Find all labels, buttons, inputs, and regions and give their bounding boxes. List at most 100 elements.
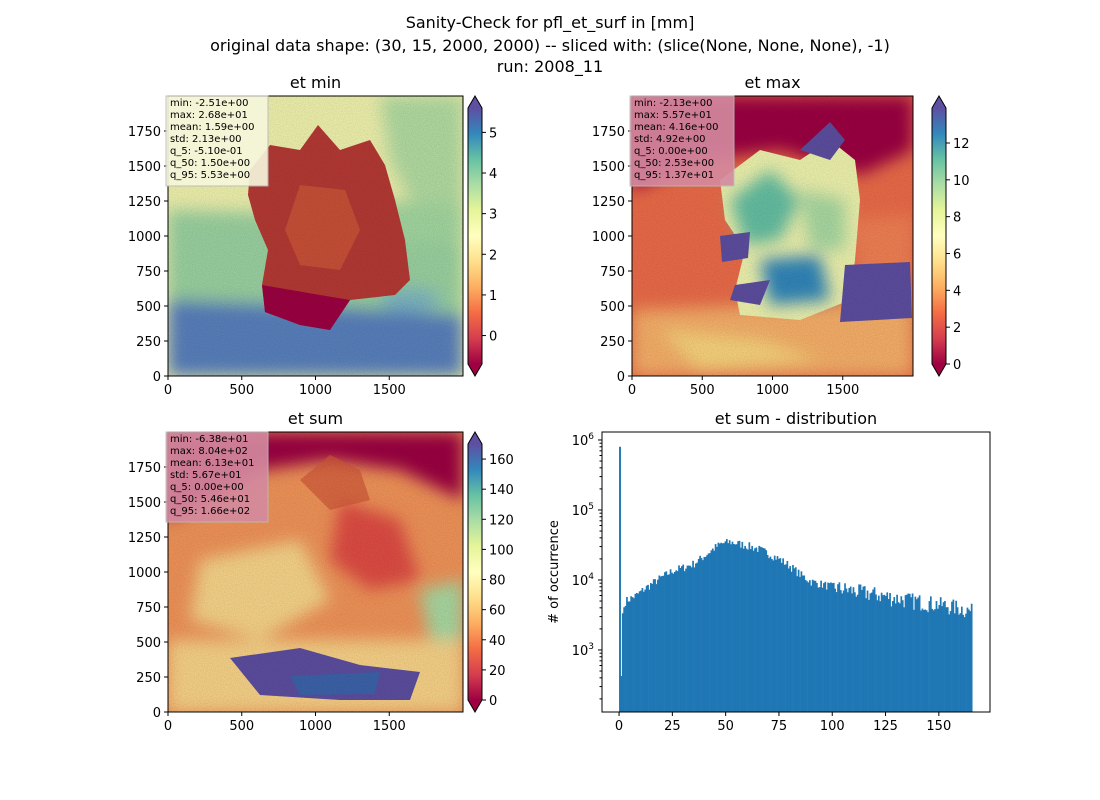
colorbar-tick-label: 2: [953, 321, 961, 336]
histogram-bar: [789, 566, 792, 712]
stats-line: mean: 4.16e+00: [634, 122, 718, 133]
y-tick-label: 1500: [128, 160, 161, 175]
histogram-bar: [873, 587, 876, 712]
histogram-bar: [915, 599, 918, 712]
histogram-bar: [661, 576, 663, 712]
histogram-bar: [832, 582, 835, 712]
histogram-bar: [937, 608, 939, 712]
x-tick-label: 1500: [373, 719, 406, 734]
histogram-bar: [890, 606, 893, 712]
stats-box-et-sum: min: -6.38e+01 max: 8.04e+02 mean: 6.13e…: [165, 431, 269, 523]
x-tick-label: 150: [926, 719, 951, 734]
panel-title-distribution: et sum - distribution: [715, 409, 877, 428]
histogram-bar: [852, 587, 855, 712]
histogram-axes: 0 25 50 75 100 125 150 103 104 105 106: [572, 431, 991, 734]
histogram-bar: [658, 575, 661, 712]
y-tick-label: 1250: [128, 195, 161, 210]
histogram-bar: [958, 614, 960, 712]
histogram-bar: [666, 574, 669, 712]
histogram-bar: [908, 593, 911, 712]
histogram-bar: [863, 586, 866, 712]
histogram-bar: [685, 568, 687, 712]
histogram-bar: [776, 556, 779, 712]
colorbar-tick-label: 8: [953, 211, 961, 226]
histogram-bar: [787, 568, 790, 712]
histogram-bar: [804, 579, 807, 712]
y-tick-label: 250: [600, 335, 625, 350]
histogram-bar: [758, 545, 761, 712]
histogram-bar: [960, 606, 963, 712]
histogram-bar: [800, 571, 803, 712]
histogram-bar: [849, 586, 852, 712]
histogram-frame: [601, 431, 991, 713]
histogram-bar: [823, 583, 825, 712]
y-tick-label: 1750: [128, 125, 161, 140]
colorbar-tick-label: 6: [953, 247, 961, 262]
histogram-bar: [668, 574, 671, 712]
histogram-bar: [744, 545, 746, 712]
y-tick-label: 106: [572, 432, 595, 449]
histogram-bar: [630, 596, 633, 712]
histogram-bar: [854, 592, 856, 712]
histogram-bar: [803, 575, 806, 712]
histogram-bar: [828, 583, 831, 712]
histogram-bar: [900, 596, 903, 712]
histogram-bar: [897, 602, 900, 712]
histogram-bar: [766, 554, 769, 712]
histogram-bar: [707, 553, 710, 712]
histogram-bar: [922, 609, 925, 712]
histogram-bar: [783, 564, 786, 712]
histogram-bar: [827, 582, 830, 712]
histogram-bar: [914, 596, 917, 712]
y-tick-label: 1500: [128, 496, 161, 511]
x-tick-label: 1000: [299, 383, 332, 398]
histogram-bar: [875, 594, 877, 712]
histogram-bar: [763, 548, 766, 712]
histogram-bar: [894, 603, 897, 712]
colorbar-extend-max: [468, 96, 482, 108]
histogram-bar: [740, 547, 742, 712]
histogram-bar: [889, 593, 891, 712]
x-tick-label: 0: [164, 719, 172, 734]
histogram-bar: [742, 548, 745, 712]
histogram-bar: [628, 601, 631, 712]
colorbar-tick-label: 4: [953, 284, 961, 299]
histogram-bar: [671, 572, 673, 712]
histogram-bar: [970, 603, 973, 712]
histogram-bar: [884, 596, 887, 712]
histogram-bar: [824, 581, 827, 712]
y-tick-label: 250: [136, 671, 161, 686]
histogram-bar: [879, 601, 882, 712]
x-tick-label: 500: [690, 383, 715, 398]
x-tick-label: 25: [664, 719, 681, 734]
y-tick-label: 0: [617, 370, 625, 385]
histogram-ylabel: # of occurrence: [547, 520, 562, 624]
panel-et-max: 0 500 1000 1500 0 250 500 750 1000 1250 1500 1750 e…: [592, 73, 970, 398]
histogram-bar: [956, 607, 959, 712]
colorbar-tick-label: 0: [489, 330, 497, 345]
colorbar-tick-label: 10: [953, 174, 970, 189]
panel-et-sum-distribution: et sum - distribution 0 25 50 75 100 125 150 10…: [547, 409, 991, 734]
histogram-bar: [631, 597, 634, 712]
histogram-bar: [738, 540, 741, 712]
stats-line: std: 2.13e+00: [170, 134, 242, 145]
histogram-bar: [779, 558, 782, 712]
histogram-bar: [809, 580, 811, 712]
histogram-bar: [838, 582, 841, 712]
histogram-bar: [640, 590, 642, 712]
histogram-bar: [635, 592, 638, 712]
histogram-bar: [745, 548, 748, 712]
x-tick-label: 500: [229, 719, 254, 734]
histogram-bar: [686, 565, 689, 712]
x-tick-label: 125: [873, 719, 898, 734]
stats-line: max: 8.04e+02: [170, 446, 248, 457]
histogram-bar: [793, 568, 796, 712]
stats-line: mean: 6.13e+01: [170, 458, 254, 469]
histogram-bar: [769, 556, 772, 712]
colorbar-2: 0 2 4 6 8 10 12: [931, 95, 970, 377]
histogram-bar: [713, 550, 716, 712]
histogram-bar: [703, 556, 706, 712]
histogram-bar: [845, 588, 848, 712]
stats-line: q_95: 5.53e+00: [170, 170, 250, 181]
